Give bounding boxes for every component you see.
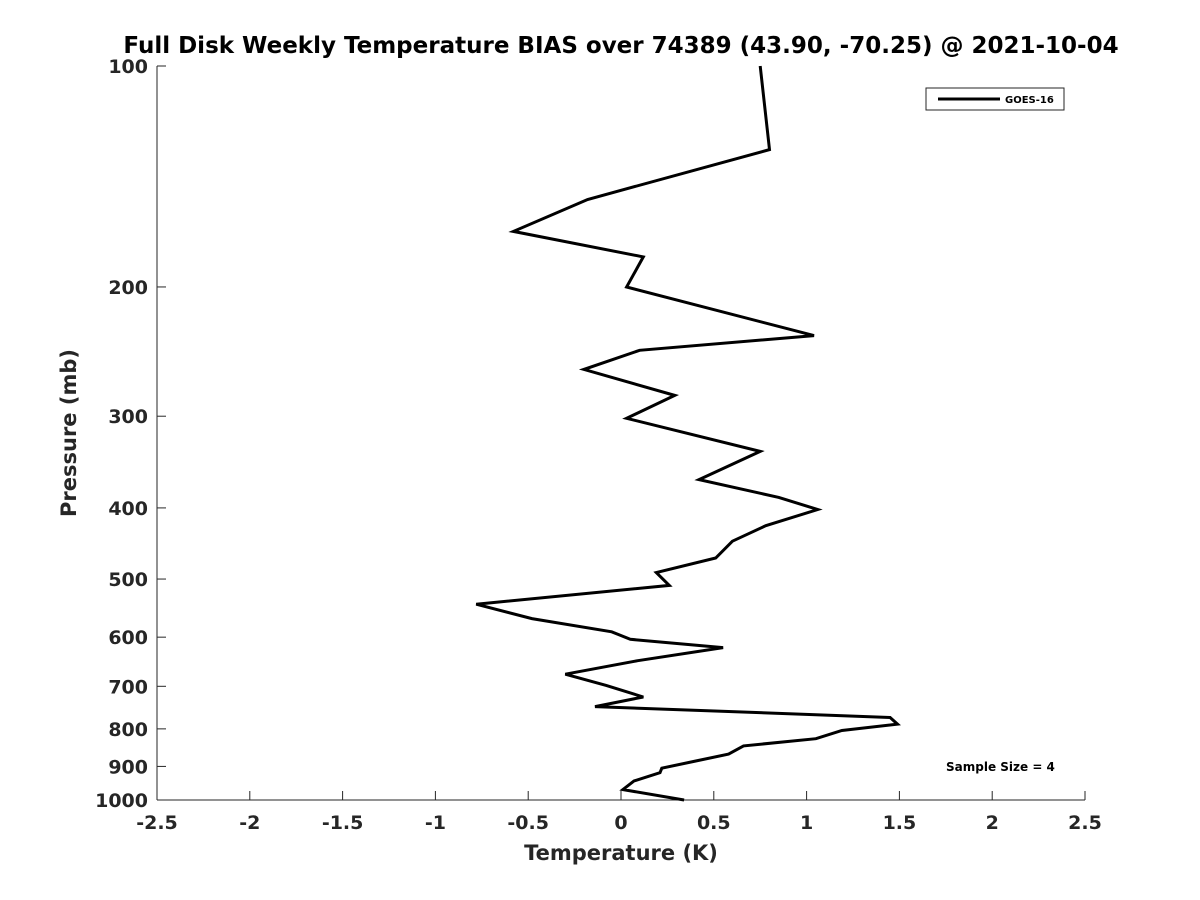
- y-tick-label: 200: [108, 277, 148, 299]
- y-tick-label: 700: [108, 676, 148, 698]
- y-tick-label: 600: [108, 627, 148, 649]
- x-tick-label: -2.5: [136, 812, 178, 834]
- x-tick-label: -1.5: [322, 812, 364, 834]
- x-tick-label: -1: [425, 812, 446, 834]
- y-tick-label: 300: [108, 406, 148, 428]
- x-tick-label: -0.5: [507, 812, 549, 834]
- x-tick-label: 2.5: [1068, 812, 1102, 834]
- y-axis-label: Pressure (mb): [57, 349, 81, 517]
- x-tick-label: 1: [800, 812, 813, 834]
- y-tick-label: 400: [108, 498, 148, 520]
- x-tick-label: 0: [614, 812, 627, 834]
- sample-size-annotation: Sample Size = 4: [946, 760, 1055, 774]
- y-tick-label: 900: [108, 756, 148, 778]
- chart-title: Full Disk Weekly Temperature BIAS over 7…: [123, 33, 1118, 59]
- y-ticks: 100 200 300 400 500 600 700 800 900 1000: [95, 56, 166, 812]
- series-group: [475, 65, 901, 802]
- x-tick-label: 1.5: [883, 812, 917, 834]
- legend-label-goes-16: GOES-16: [1005, 95, 1054, 106]
- x-tick-label: 0.5: [697, 812, 731, 834]
- x-ticks: -2.5 -2 -1.5 -1 -0.5 0 0.5 1 1.5 2 2.5: [136, 791, 1102, 834]
- x-tick-label: -2: [239, 812, 260, 834]
- series-line-goes-16: [475, 65, 901, 802]
- y-tick-label: 500: [108, 569, 148, 591]
- x-axis-label: Temperature (K): [524, 841, 718, 865]
- y-tick-label: 100: [108, 56, 148, 78]
- legend: GOES-16: [925, 87, 1065, 111]
- y-tick-label: 800: [108, 719, 148, 741]
- y-tick-label: 1000: [95, 790, 148, 812]
- x-tick-label: 2: [986, 812, 999, 834]
